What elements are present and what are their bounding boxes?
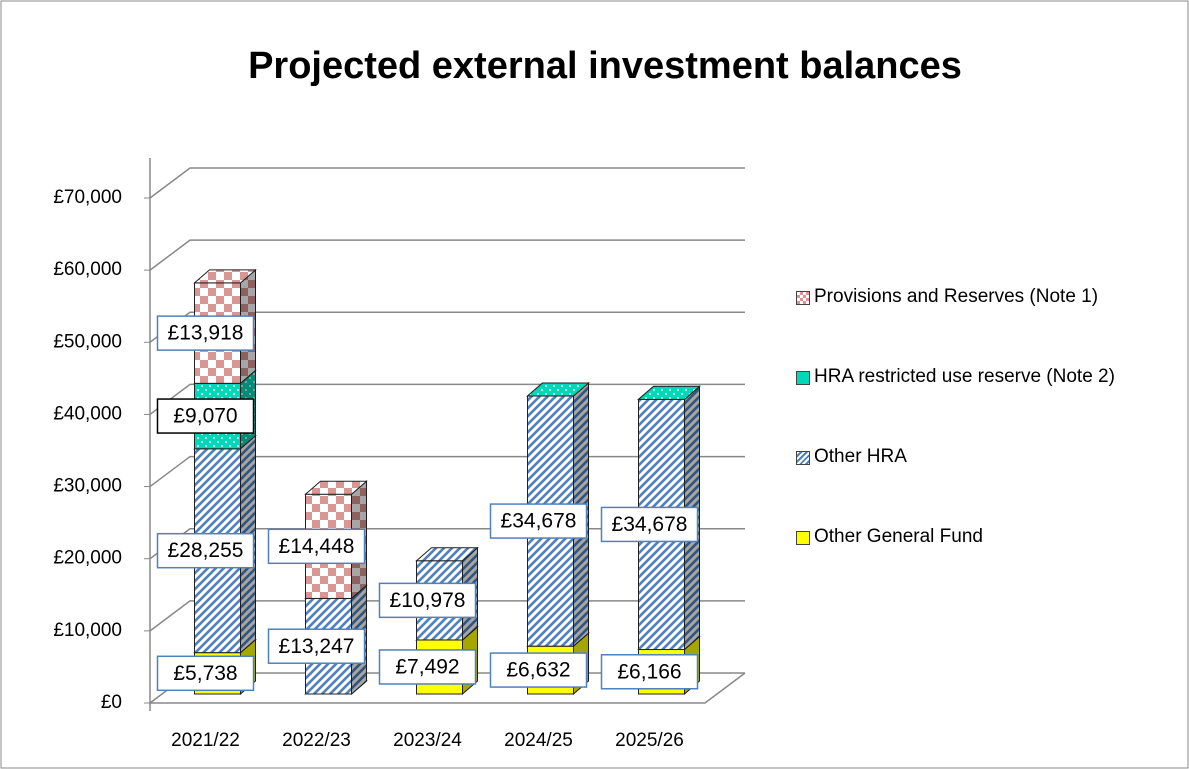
bar-top bbox=[637, 385, 701, 400]
data-label: £13,918 bbox=[168, 322, 244, 345]
legend-item: Provisions and Reserves (Note 1) bbox=[796, 286, 1176, 311]
bar-top bbox=[304, 480, 368, 495]
y-tick-label: £20,000 bbox=[53, 548, 122, 569]
data-label: £10,978 bbox=[390, 589, 466, 612]
legend-swatch bbox=[796, 291, 810, 305]
y-tick-label: £10,000 bbox=[53, 620, 122, 641]
legend-label: Other HRA bbox=[814, 446, 907, 467]
x-tick-label: 2022/23 bbox=[282, 730, 351, 751]
bar-top bbox=[193, 269, 257, 284]
legend-item: Other General Fund bbox=[796, 526, 1176, 551]
x-axis bbox=[150, 672, 746, 704]
data-label: £6,632 bbox=[506, 659, 570, 682]
data-label-box bbox=[489, 503, 588, 539]
y-tick-label: £30,000 bbox=[53, 476, 122, 497]
chart-title: Projected external investment balances bbox=[248, 45, 962, 87]
data-label: £9,070 bbox=[173, 405, 237, 428]
legend-label: Other General Fund bbox=[814, 526, 983, 547]
data-label: £34,678 bbox=[501, 510, 577, 533]
data-label: £14,448 bbox=[279, 535, 355, 558]
legend-label: Provisions and Reserves (Note 1) bbox=[814, 286, 1099, 307]
x-tick-label: 2025/26 bbox=[615, 730, 684, 751]
data-label-box bbox=[378, 582, 477, 619]
data-label: £34,678 bbox=[612, 513, 688, 536]
bar-top bbox=[526, 382, 590, 397]
data-label-box bbox=[156, 655, 255, 692]
y-tick-label: £70,000 bbox=[53, 187, 122, 208]
legend-item: HRA restricted use reserve (Note 2) bbox=[796, 366, 1176, 391]
x-tick-label: 2023/24 bbox=[393, 730, 462, 751]
data-label-box bbox=[267, 628, 366, 664]
data-label: £13,247 bbox=[279, 635, 355, 658]
data-label: £5,738 bbox=[173, 662, 237, 685]
y-tick-label: £0 bbox=[101, 692, 122, 713]
legend-swatch bbox=[796, 531, 810, 545]
data-label-box bbox=[378, 649, 477, 685]
data-label-box bbox=[267, 528, 366, 565]
data-label-box bbox=[600, 506, 699, 543]
y-tick-label: £40,000 bbox=[53, 403, 122, 424]
data-label-box bbox=[156, 315, 255, 351]
bar-top bbox=[415, 547, 479, 562]
data-label-box bbox=[489, 652, 588, 688]
data-label: £28,255 bbox=[168, 539, 244, 562]
x-tick-label: 2021/22 bbox=[171, 730, 240, 751]
grid-line bbox=[149, 239, 745, 271]
data-label: £7,492 bbox=[395, 656, 459, 679]
data-label-box bbox=[600, 654, 699, 690]
data-label-box bbox=[156, 532, 255, 569]
legend-swatch bbox=[796, 371, 810, 385]
data-label-box bbox=[156, 398, 255, 434]
y-tick-label: £60,000 bbox=[53, 259, 122, 280]
legend-item: Other HRA bbox=[796, 446, 1176, 471]
data-label: £6,166 bbox=[617, 660, 681, 683]
legend-label: HRA restricted use reserve (Note 2) bbox=[814, 366, 1115, 387]
legend-swatch bbox=[796, 451, 810, 465]
y-tick-label: £50,000 bbox=[53, 331, 122, 352]
x-tick-label: 2024/25 bbox=[504, 730, 573, 751]
grid-line bbox=[149, 167, 745, 199]
